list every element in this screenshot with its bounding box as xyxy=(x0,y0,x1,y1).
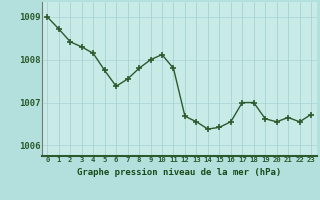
X-axis label: Graphe pression niveau de la mer (hPa): Graphe pression niveau de la mer (hPa) xyxy=(77,168,281,177)
